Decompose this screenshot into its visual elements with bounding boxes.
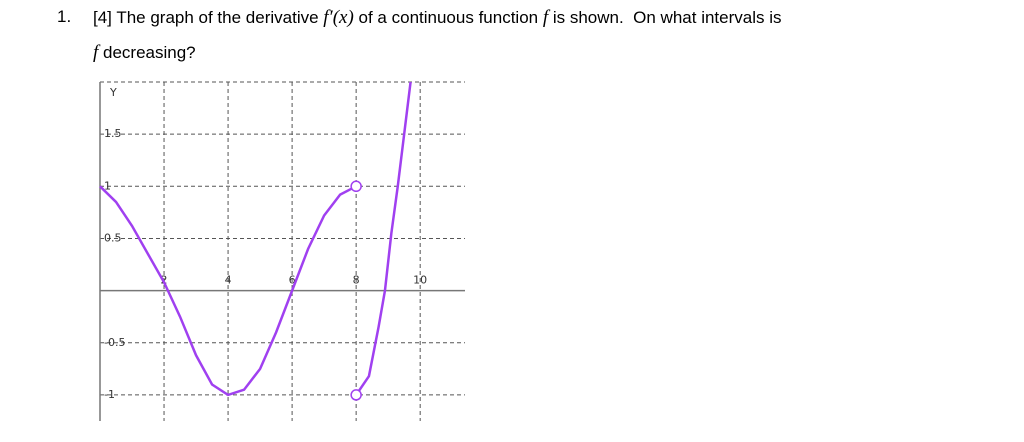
curve [99, 185, 357, 397]
x-tick-label: 10 [413, 274, 427, 287]
question-text: decreasing? [98, 43, 196, 62]
question-line: [4] The graph of the derivative f′(x) of… [93, 7, 782, 29]
y-tick-label: 1 [104, 179, 111, 192]
y-tick-label: -1 [104, 388, 115, 401]
math-expression: f [542, 7, 549, 28]
question-text: is shown. On what intervals is [548, 8, 782, 27]
x-tick-label: 8 [353, 274, 360, 287]
x-tick-label: 4 [225, 274, 232, 287]
open-point [350, 389, 362, 401]
y-tick-label: 1.5 [104, 127, 122, 140]
y-tick-label: 0.5 [104, 231, 122, 244]
math-expression: f′(x) [323, 7, 354, 28]
math-expression: f [93, 42, 99, 63]
question-number: 1. [57, 7, 72, 26]
curve [355, 81, 412, 396]
x-tick-label: 6 [289, 274, 296, 287]
question-text: [4] The graph of the derivative [93, 8, 324, 27]
question-line: f decreasing? [93, 42, 196, 64]
y-axis-label: Y [109, 86, 117, 99]
question-text: of a continuous function [353, 8, 543, 27]
y-tick-label: -0.5 [104, 336, 125, 349]
open-point [350, 180, 362, 193]
